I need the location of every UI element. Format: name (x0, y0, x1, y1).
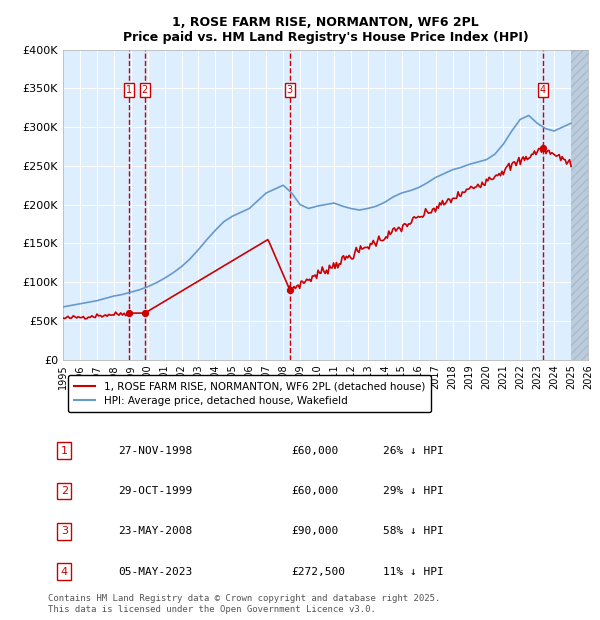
Text: £60,000: £60,000 (291, 446, 338, 456)
Text: 2: 2 (61, 486, 68, 496)
Text: 3: 3 (61, 526, 68, 536)
Text: 4: 4 (61, 567, 68, 577)
Text: 23-MAY-2008: 23-MAY-2008 (118, 526, 193, 536)
Text: Contains HM Land Registry data © Crown copyright and database right 2025.
This d: Contains HM Land Registry data © Crown c… (48, 595, 440, 614)
Bar (571, 50, 588, 360)
Text: 1: 1 (126, 85, 132, 95)
Text: £90,000: £90,000 (291, 526, 338, 536)
Text: 11% ↓ HPI: 11% ↓ HPI (383, 567, 443, 577)
Text: 29% ↓ HPI: 29% ↓ HPI (383, 486, 443, 496)
Text: £272,500: £272,500 (291, 567, 345, 577)
Point (538, 143, 548, 153)
Text: 26% ↓ HPI: 26% ↓ HPI (383, 446, 443, 456)
Text: 2: 2 (142, 85, 148, 95)
Point (124, 308, 134, 318)
Point (140, 308, 149, 318)
Text: £60,000: £60,000 (291, 486, 338, 496)
Text: 3: 3 (287, 85, 293, 95)
Text: 4: 4 (540, 85, 546, 95)
Legend: 1, ROSE FARM RISE, NORMANTON, WF6 2PL (detached house), HPI: Average price, deta: 1, ROSE FARM RISE, NORMANTON, WF6 2PL (d… (68, 375, 431, 412)
Text: 29-OCT-1999: 29-OCT-1999 (118, 486, 193, 496)
Text: 27-NOV-1998: 27-NOV-1998 (118, 446, 193, 456)
Title: 1, ROSE FARM RISE, NORMANTON, WF6 2PL
Price paid vs. HM Land Registry's House Pr: 1, ROSE FARM RISE, NORMANTON, WF6 2PL Pr… (122, 16, 529, 44)
Point (285, 285, 295, 295)
Text: 1: 1 (61, 446, 68, 456)
Text: 05-MAY-2023: 05-MAY-2023 (118, 567, 193, 577)
Text: 58% ↓ HPI: 58% ↓ HPI (383, 526, 443, 536)
